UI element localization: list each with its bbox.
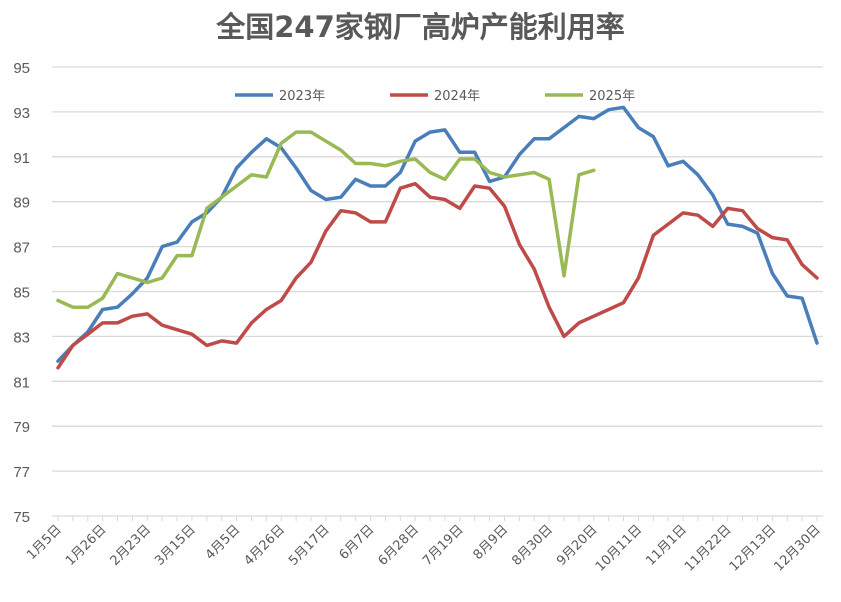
y-tick-label: 81 [13, 374, 30, 391]
y-tick-label: 75 [13, 509, 30, 526]
legend-label: 2023年 [279, 89, 325, 104]
x-tick-label: 11月1日 [643, 522, 690, 569]
y-tick-label: 77 [13, 464, 30, 481]
y-tick-label: 87 [13, 240, 30, 257]
y-tick-label: 85 [13, 285, 30, 302]
legend-label: 2025年 [589, 89, 635, 104]
y-tick-label: 89 [13, 195, 30, 212]
x-tick-label: 8月30日 [509, 522, 556, 569]
y-tick-label: 83 [13, 329, 30, 346]
series-line-2024 [56, 181, 819, 370]
x-tick-label: 2月23日 [108, 522, 155, 569]
y-tick-label: 91 [13, 150, 30, 167]
x-tick-label: 8月9日 [471, 522, 512, 563]
x-tick-label: 1月26日 [63, 522, 110, 569]
x-tick-label: 4月5日 [203, 522, 244, 563]
x-tick-label: 12月30日 [771, 522, 823, 574]
legend-label: 2024年 [434, 89, 480, 104]
x-tick-label: 4月26日 [242, 522, 289, 569]
x-tick-label: 11月22日 [682, 522, 734, 574]
x-tick-label: 1月5日 [24, 522, 65, 563]
y-tick-label: 93 [13, 105, 30, 122]
x-tick-label: 6月28日 [375, 522, 422, 569]
x-tick-label: 9月20日 [554, 522, 601, 569]
x-tick-label: 10月11日 [593, 522, 645, 574]
x-tick-label: 3月15日 [152, 522, 199, 569]
x-tick-label: 5月17日 [286, 522, 333, 569]
x-tick-label: 7月19日 [420, 522, 467, 569]
x-tick-label: 6月7日 [337, 522, 378, 563]
chart-title: 全国247家钢厂高炉产能利用率 [216, 10, 625, 44]
series-line-2025 [56, 130, 596, 309]
series-line-2023 [56, 105, 819, 363]
y-tick-label: 79 [13, 419, 30, 436]
y-tick-label: 95 [13, 60, 30, 77]
x-tick-label: 12月13日 [727, 522, 779, 574]
